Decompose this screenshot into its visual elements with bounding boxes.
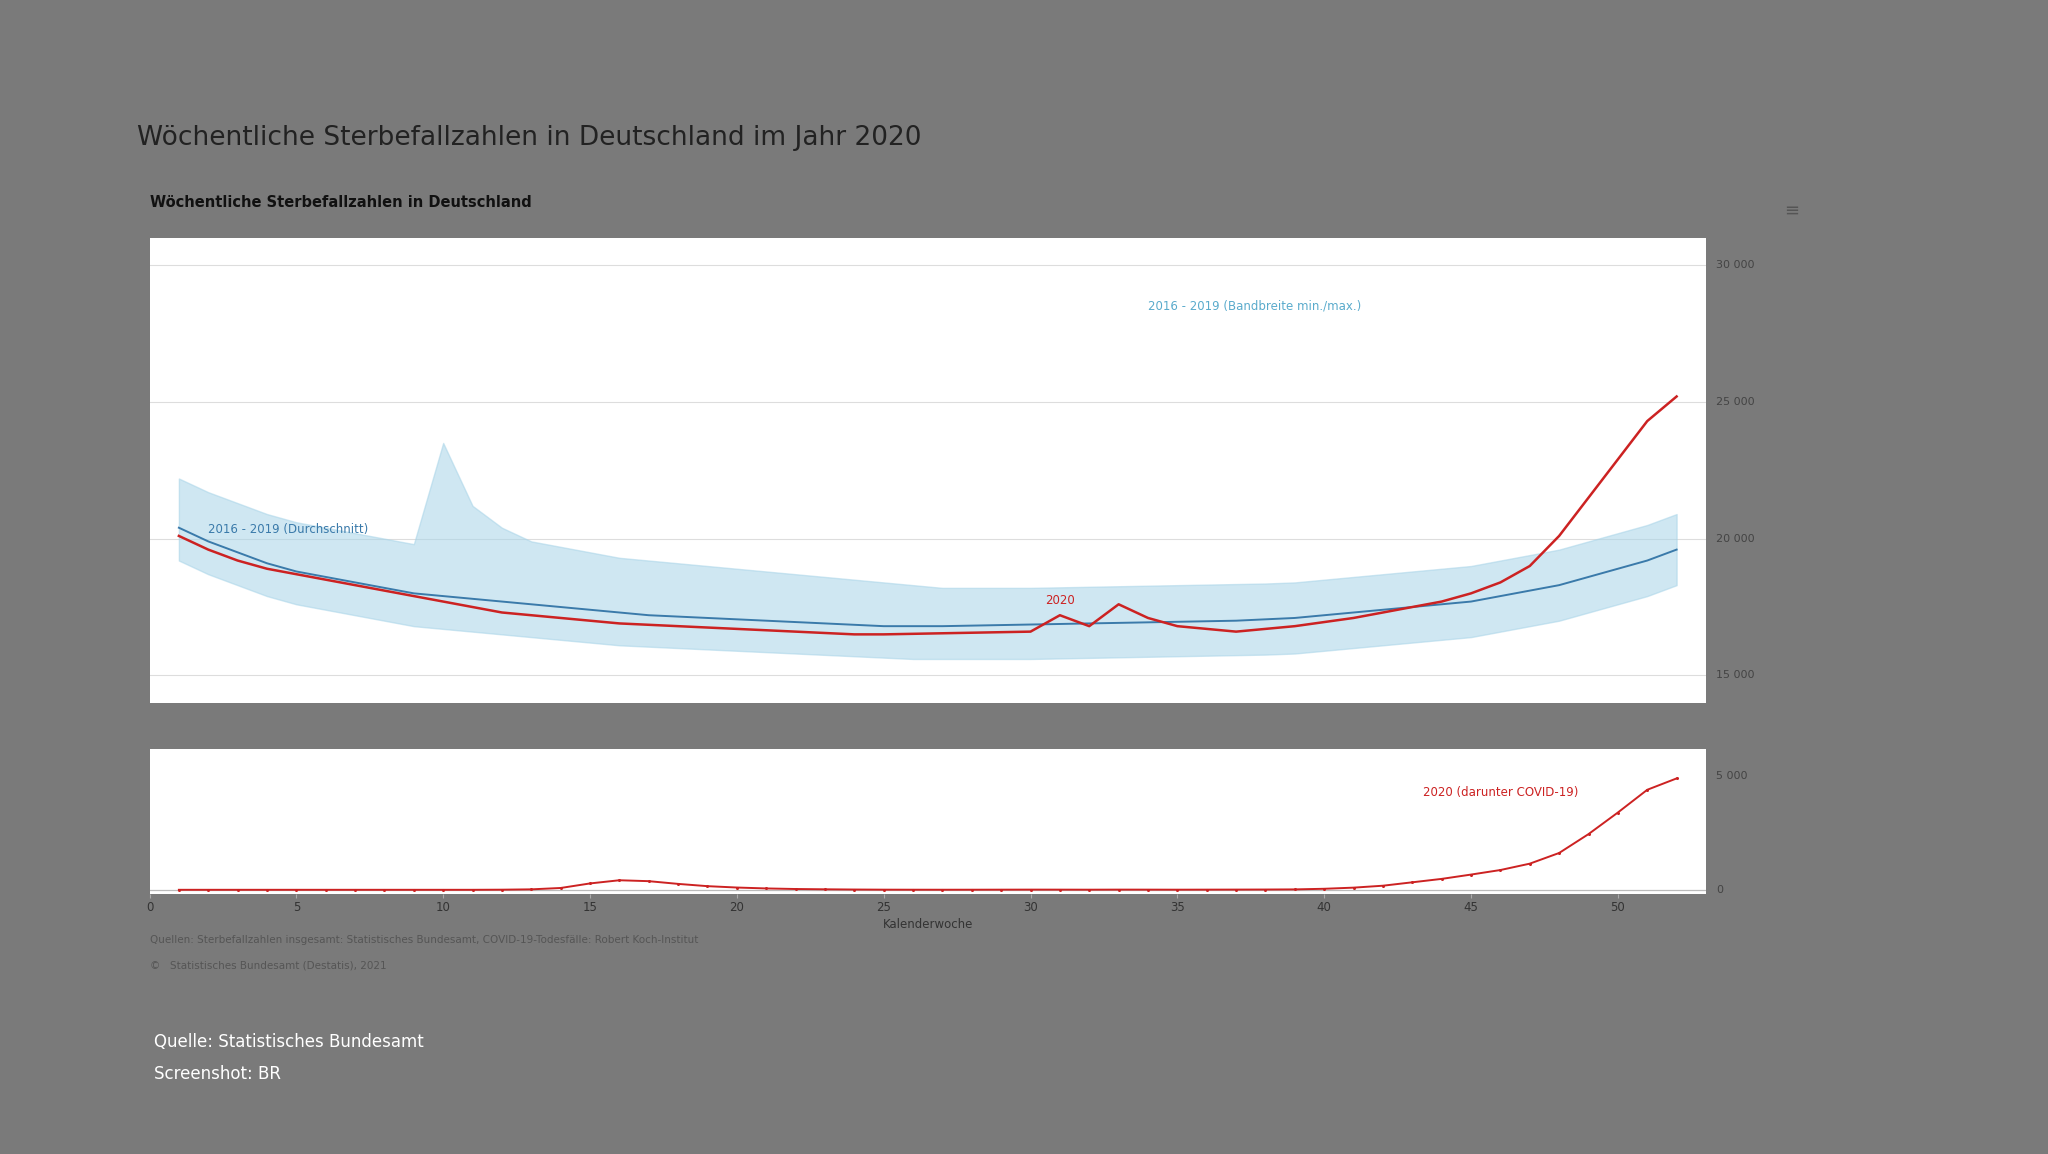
Text: 2016 - 2019 (Bandbreite min./max.): 2016 - 2019 (Bandbreite min./max.) bbox=[1149, 300, 1362, 313]
Text: ≡: ≡ bbox=[1784, 201, 1798, 219]
Text: ©   Statistisches Bundesamt (Destatis), 2021: © Statistisches Bundesamt (Destatis), 20… bbox=[150, 960, 387, 971]
Text: 15 000: 15 000 bbox=[1716, 670, 1755, 681]
Text: Quelle: Statistisches Bundesamt: Quelle: Statistisches Bundesamt bbox=[154, 1033, 424, 1051]
Text: 2020: 2020 bbox=[1044, 594, 1075, 607]
Text: 25 000: 25 000 bbox=[1716, 397, 1755, 407]
X-axis label: Kalenderwoche: Kalenderwoche bbox=[883, 919, 973, 931]
Text: Screenshot: BR: Screenshot: BR bbox=[154, 1065, 281, 1084]
Text: 2020 (darunter COVID-19): 2020 (darunter COVID-19) bbox=[1423, 786, 1579, 799]
Text: 0: 0 bbox=[1716, 885, 1722, 894]
Text: Quellen: Sterbefallzahlen insgesamt: Statistisches Bundesamt, COVID-19-Todesfäll: Quellen: Sterbefallzahlen insgesamt: Sta… bbox=[150, 935, 698, 945]
Text: Wöchentliche Sterbefallzahlen in Deutschland im Jahr 2020: Wöchentliche Sterbefallzahlen in Deutsch… bbox=[137, 125, 922, 151]
Text: 5 000: 5 000 bbox=[1716, 771, 1747, 781]
Text: 30 000: 30 000 bbox=[1716, 260, 1755, 270]
Text: 20 000: 20 000 bbox=[1716, 533, 1755, 544]
Text: Wöchentliche Sterbefallzahlen in Deutschland: Wöchentliche Sterbefallzahlen in Deutsch… bbox=[150, 195, 530, 210]
Text: 2016 - 2019 (Durchschnitt): 2016 - 2019 (Durchschnitt) bbox=[209, 523, 369, 535]
